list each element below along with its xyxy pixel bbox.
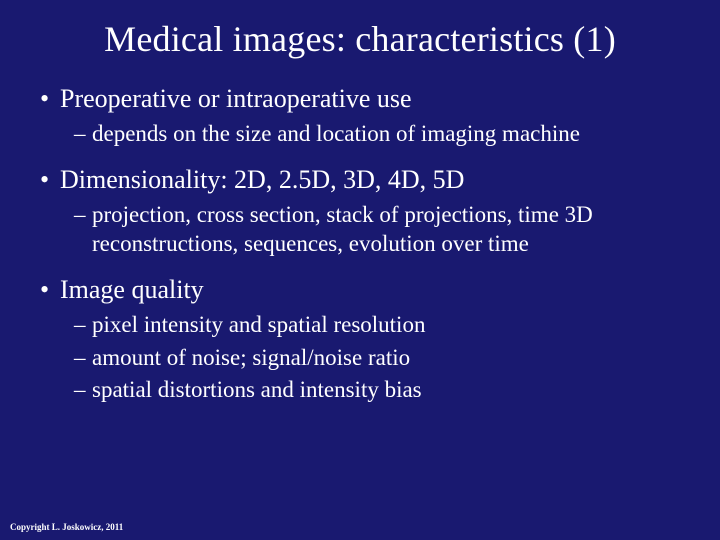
bullet-l1-text: Image quality bbox=[60, 275, 204, 304]
bullet-l1-text: Dimensionality: 2D, 2.5D, 3D, 4D, 5D bbox=[60, 165, 464, 194]
bullet-group: Dimensionality: 2D, 2.5D, 3D, 4D, 5D pro… bbox=[36, 163, 684, 259]
bullet-l1: Preoperative or intraoperative use bbox=[36, 82, 684, 115]
bullet-l2: depends on the size and location of imag… bbox=[36, 119, 684, 148]
bullet-l2: amount of noise; signal/noise ratio bbox=[36, 343, 684, 372]
bullet-l2-text: amount of noise; signal/noise ratio bbox=[92, 345, 410, 370]
bullet-list: Preoperative or intraoperative use depen… bbox=[36, 82, 684, 404]
bullet-l2: projection, cross section, stack of proj… bbox=[36, 200, 684, 259]
bullet-group: Preoperative or intraoperative use depen… bbox=[36, 82, 684, 149]
bullet-l2: spatial distortions and intensity bias bbox=[36, 375, 684, 404]
bullet-l2-text: spatial distortions and intensity bias bbox=[92, 377, 422, 402]
bullet-l2: pixel intensity and spatial resolution bbox=[36, 310, 684, 339]
bullet-l2-text: pixel intensity and spatial resolution bbox=[92, 312, 425, 337]
bullet-l1: Dimensionality: 2D, 2.5D, 3D, 4D, 5D bbox=[36, 163, 684, 196]
copyright-text: Copyright L. Joskowicz, 2011 bbox=[10, 522, 123, 532]
bullet-l1-text: Preoperative or intraoperative use bbox=[60, 84, 412, 113]
slide-container: Medical images: characteristics (1) Preo… bbox=[0, 0, 720, 540]
bullet-l1: Image quality bbox=[36, 273, 684, 306]
bullet-l2-text: projection, cross section, stack of proj… bbox=[92, 202, 593, 256]
bullet-l2-text: depends on the size and location of imag… bbox=[92, 121, 580, 146]
slide-title: Medical images: characteristics (1) bbox=[36, 18, 684, 60]
bullet-group: Image quality pixel intensity and spatia… bbox=[36, 273, 684, 405]
